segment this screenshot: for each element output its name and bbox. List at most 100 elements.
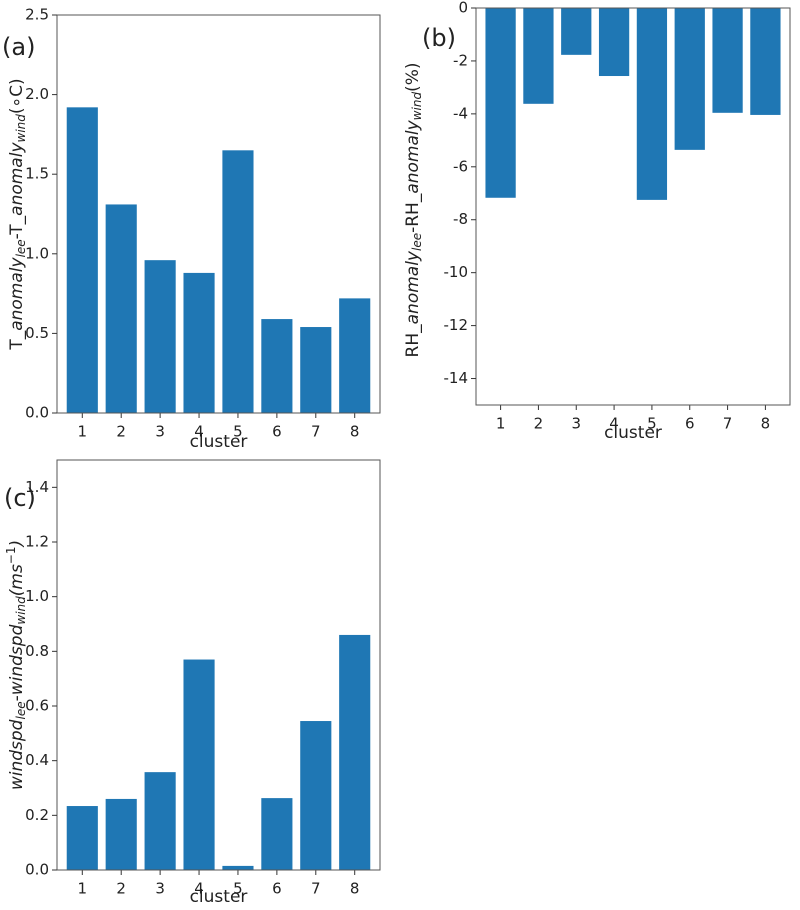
bar [105,204,137,413]
y-axis-title-part: T_ [7,330,27,350]
x-tick-label: 1 [78,880,88,898]
x-tick-label: 1 [496,415,506,433]
y-tick-label: 2.5 [25,6,49,24]
bar [674,8,705,150]
y-tick-label: -10 [444,263,469,281]
bar [598,8,630,77]
x-tick-label: 7 [723,415,733,433]
y-axis-title-part: anomaly [7,142,27,216]
bar [339,634,371,870]
x-axis-title: cluster [190,432,248,452]
x-axis-title: cluster [604,423,662,443]
panel-label: (a) [2,33,35,61]
panel-label: (c) [4,484,36,512]
bar [66,107,98,413]
bar [105,798,137,870]
y-tick-label: 0.5 [25,324,49,342]
bar [300,721,332,870]
y-axis-title-part: anomaly [403,119,423,193]
y-axis-title-part: lee [410,233,424,251]
y-tick-label: 0.0 [25,404,49,422]
axes-frame [56,459,381,871]
x-tick-label: 3 [155,880,165,898]
bar [183,272,215,413]
y-tick-label: 1.0 [25,587,49,605]
y-axis-title-part: -T_ [7,215,27,239]
x-axis-title: cluster [190,887,248,907]
y-axis-title-part: (%) [403,63,423,92]
y-tick-label: 2.0 [25,85,49,103]
axes-frame [56,14,381,414]
y-tick-label: 0.0 [25,861,49,879]
y-axis-title-part: lee [14,239,28,257]
panel: 1 2 3 4 5 6 7 80.00.51.01.52.02.5cluster(a)T_an… [2,6,381,452]
axes-frame [475,7,791,406]
y-tick-label: -12 [444,316,469,334]
bar [144,260,176,413]
y-axis-title-part: −1 [4,546,18,564]
bar [339,298,371,413]
x-tick-label: 5 [647,415,657,433]
y-axis-title-part: anomaly [403,250,423,324]
y-tick-label: 0 [458,0,468,17]
y-tick-label: -8 [453,210,468,228]
x-tick-label: 8 [761,415,771,433]
bar [561,8,592,55]
y-axis-title: windspdlee-windspdwind(ms−1) [4,540,28,790]
y-tick-label: 1.2 [25,533,49,551]
x-tick-label: 4 [609,415,619,433]
x-tick-label: 8 [350,423,360,441]
y-axis-title: RH_anomalylee-RH_anomalywind(%) [403,63,424,358]
y-tick-label: 0.6 [25,697,49,715]
y-axis-title-part: -RH_ [403,193,423,233]
bar [66,806,98,870]
y-tick-label: 1.0 [25,244,49,262]
bar [144,772,176,870]
x-tick-label: 2 [116,423,126,441]
panel: 1 2 3 4 5 6 7 8 0.0 0.2 0.4 0.6 0.8 1.0 1.2 1.4 cluster (… [4,459,381,907]
x-tick-label: 6 [272,880,282,898]
y-tick-label: 1.4 [25,478,49,496]
y-axis-title-part: RH_ [403,324,423,358]
x-tick-label: 7 [311,880,321,898]
x-tick-label: 7 [311,423,321,441]
x-tick-label: 2 [534,415,544,433]
y-axis-title-part: wind [410,92,424,121]
y-axis-title-part: (ms [7,564,27,596]
x-tick-label: 3 [155,423,165,441]
y-tick-label: -14 [444,369,469,387]
y-axis-title-part: windspd [7,624,27,695]
bar [261,798,293,870]
y-axis-title-part: - [7,695,27,701]
y-tick-label: 0.2 [25,806,49,824]
bar [485,8,516,198]
x-tick-label: 6 [272,423,282,441]
y-axis-title: T_anomalylee-T_anomalywind(∘C) [7,78,28,350]
y-tick-label: -2 [453,51,468,69]
x-tick-label: 1 [78,423,88,441]
bar [183,659,215,870]
bar [750,8,781,115]
bar [222,150,254,413]
panel: 1 2 3 4 5 6 7 8-14-12-10-8-6-4-20cluster(b)RH_a… [403,0,791,443]
y-axis-title-part: anomaly [7,256,27,330]
x-tick-label: 5 [233,880,243,898]
bar [636,8,668,200]
bar [222,865,254,870]
y-axis-title-part: windspd [7,719,27,790]
x-tick-label: 5 [233,423,243,441]
y-tick-label: -6 [453,157,468,175]
panel-label: (b) [422,24,456,52]
x-tick-label: 3 [571,415,581,433]
y-tick-label: 0.4 [25,751,49,769]
y-tick-label: -4 [453,104,468,122]
y-tick-label: 0.8 [25,642,49,660]
y-axis-title-part: lee [14,701,28,719]
y-axis-title-part: ) [7,540,27,549]
bar [712,8,743,113]
x-tick-label: 4 [194,423,204,441]
bar [523,8,554,104]
bar [300,327,332,413]
